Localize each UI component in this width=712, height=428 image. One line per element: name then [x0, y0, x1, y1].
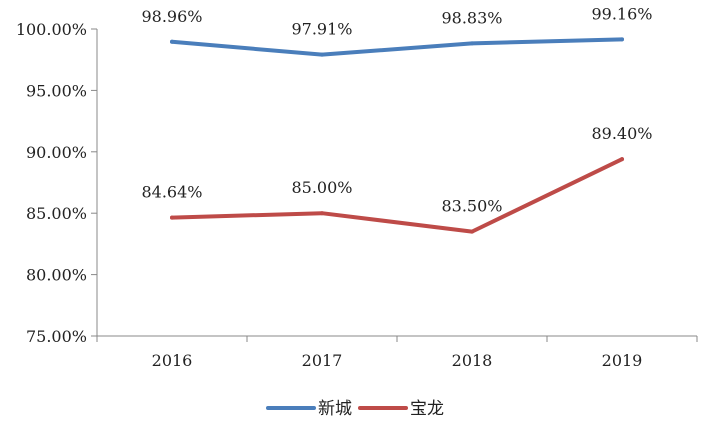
data-label: 97.91% — [291, 20, 352, 39]
data-labels: 98.96% 97.91% 98.83% 99.16% 84.64% 85.00% 83.5… — [141, 4, 652, 215]
data-point — [320, 52, 324, 57]
legend: 新城 宝龙 — [266, 399, 444, 419]
data-point — [170, 215, 174, 220]
x-tick-label: 2019 — [602, 351, 643, 370]
data-point — [470, 41, 474, 46]
data-label: 83.50% — [441, 197, 502, 216]
data-point — [320, 211, 324, 216]
data-point — [470, 229, 474, 234]
legend-label: 宝龙 — [410, 399, 444, 419]
legend-label: 新城 — [318, 399, 352, 419]
data-label: 89.40% — [591, 124, 652, 143]
data-point — [170, 39, 174, 44]
x-axis-ticks: 2016 2017 2018 2019 — [96, 336, 698, 370]
y-tick-label: 75.00% — [26, 327, 87, 346]
data-point — [620, 157, 624, 162]
y-tick-label: 95.00% — [26, 81, 87, 100]
y-tick-label: 80.00% — [26, 266, 87, 285]
data-label: 98.96% — [141, 7, 202, 26]
x-tick-label: 2018 — [452, 351, 493, 370]
y-tick-label: 90.00% — [26, 143, 87, 162]
series-line-1 — [170, 157, 624, 234]
y-axis-ticks: 75.00% 80.00% 85.00% 90.00% 95.00% 100.00% — [16, 20, 97, 346]
x-tick-label: 2017 — [302, 351, 343, 370]
y-tick-label: 85.00% — [26, 204, 87, 223]
x-tick-label: 2016 — [152, 351, 193, 370]
data-label: 84.64% — [141, 183, 202, 202]
data-label: 85.00% — [291, 178, 352, 197]
data-point — [620, 37, 624, 42]
data-label: 99.16% — [591, 4, 652, 23]
series-line-0 — [170, 37, 624, 57]
y-tick-label: 100.00% — [16, 20, 87, 39]
series-layer — [170, 37, 624, 234]
data-label: 98.83% — [441, 8, 502, 27]
